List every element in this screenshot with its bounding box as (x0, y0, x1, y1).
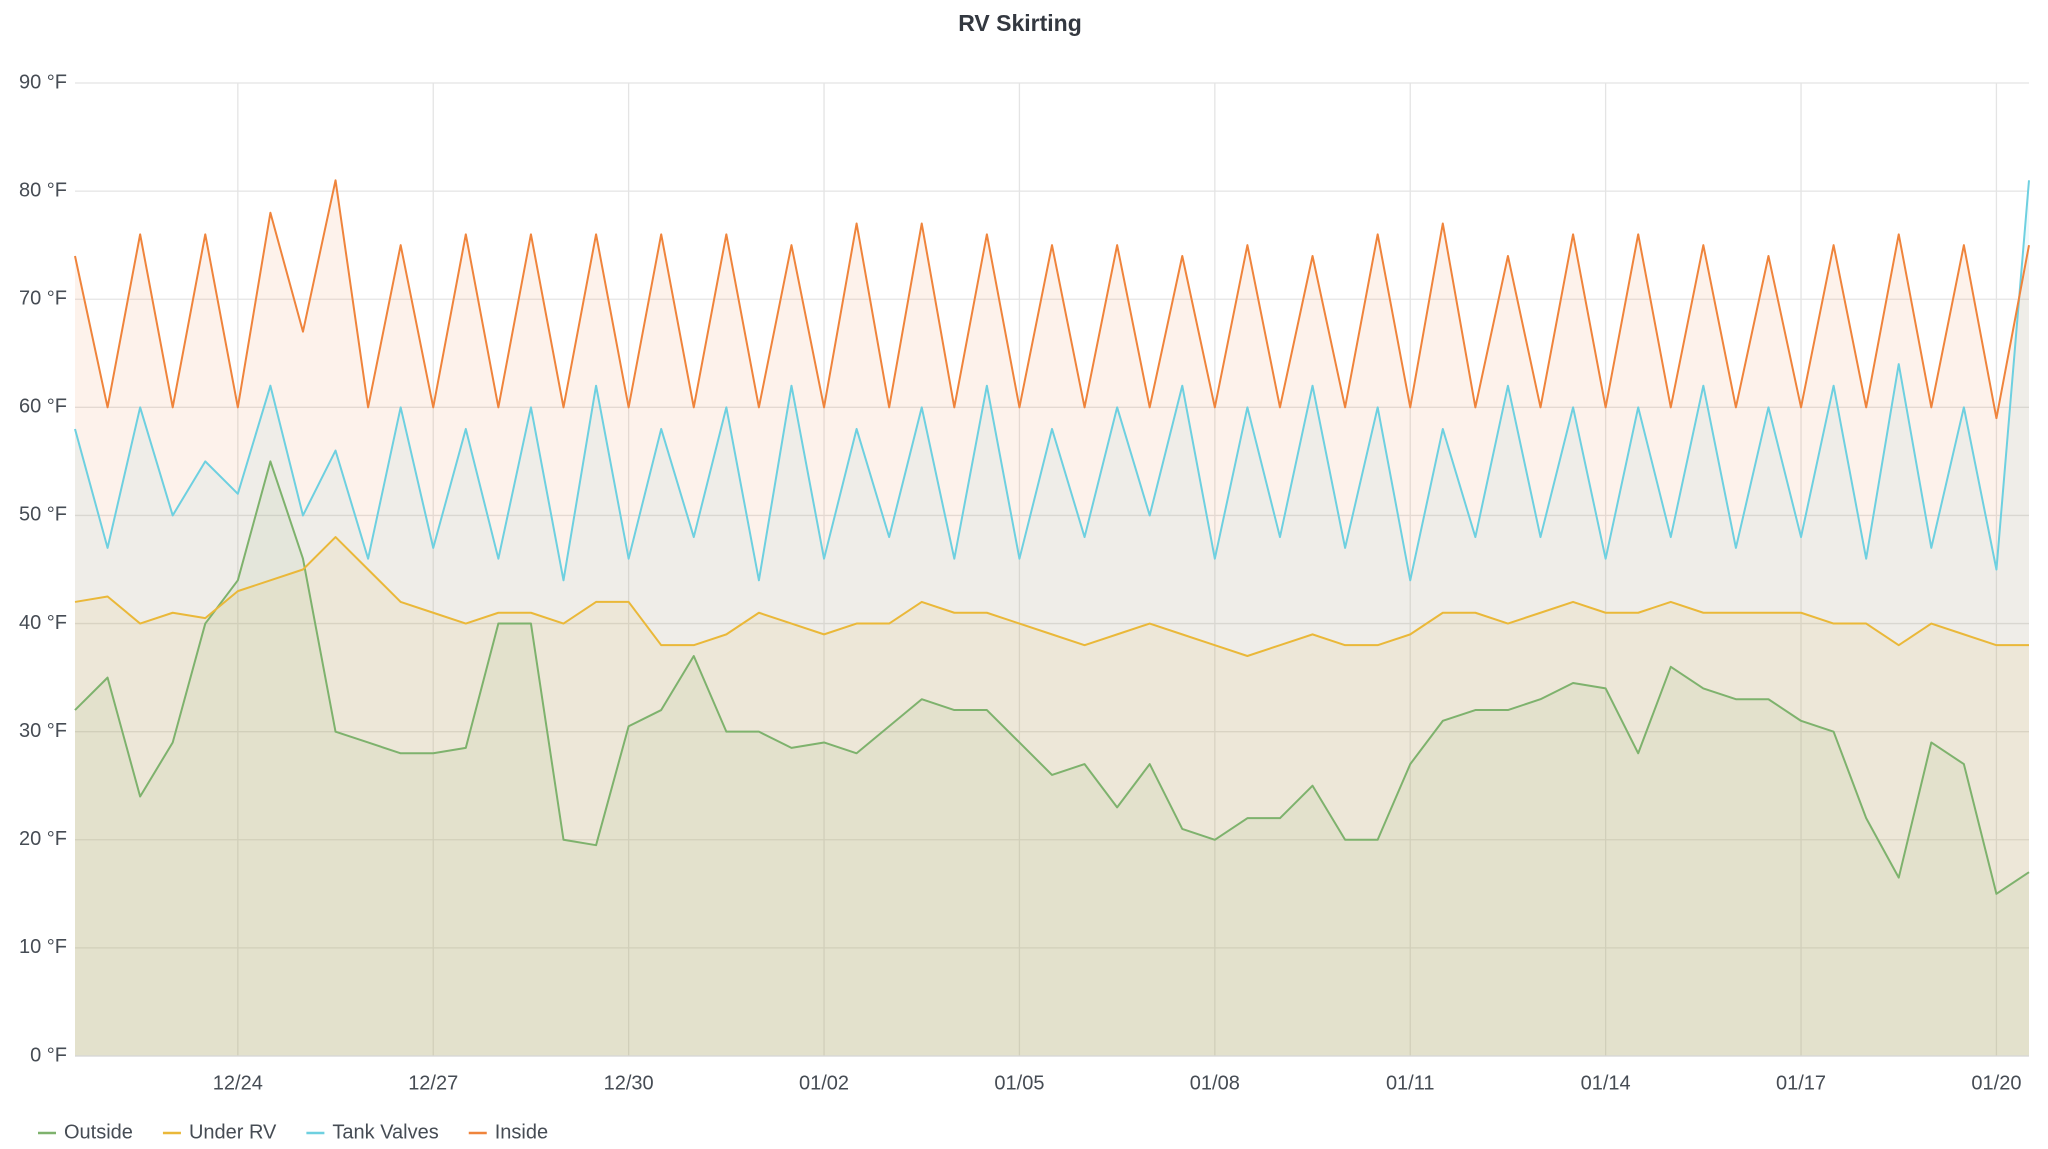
area (75, 461, 2029, 1056)
area (75, 537, 2029, 1056)
y-tick-label: 80 °F (19, 179, 67, 201)
x-tick-label: 01/08 (1190, 1072, 1240, 1094)
x-tick-label: 01/17 (1776, 1072, 1826, 1094)
legend-item: Tank Valves (306, 1121, 439, 1143)
legend-item: Under RV (162, 1121, 277, 1143)
legend-item: Inside (468, 1121, 548, 1143)
legend-label: Tank Valves (332, 1121, 438, 1143)
line (74, 180, 2030, 582)
y-tick-label: 90 °F (19, 71, 67, 93)
line (74, 179, 2030, 420)
area (75, 180, 2029, 1057)
line (74, 536, 2029, 657)
y-tick-label: 10 °F (19, 936, 67, 958)
x-tick-label: 01/14 (1581, 1072, 1631, 1094)
x-tick-label: 12/30 (604, 1072, 654, 1094)
x-tick-label: 01/11 (1386, 1072, 1435, 1094)
y-tick-label: 40 °F (19, 612, 67, 634)
chart-title: RV Skirting (958, 10, 1082, 36)
x-tick-label: 01/05 (994, 1072, 1044, 1094)
grid (75, 82, 2029, 1057)
y-tick-label: 0 °F (30, 1044, 67, 1066)
x-tick-label: 12/24 (213, 1072, 263, 1094)
y-tick-label: 20 °F (19, 828, 67, 850)
x-tick-label: 01/20 (1971, 1072, 2021, 1094)
legend-label: Outside (64, 1121, 133, 1143)
y-tick-label: 70 °F (19, 288, 67, 310)
x-tick-label: 12/27 (408, 1072, 458, 1094)
y-tick-label: 50 °F (19, 504, 67, 526)
line (74, 460, 2030, 895)
legend-label: Under RV (189, 1121, 277, 1143)
y-tick-label: 30 °F (19, 720, 67, 742)
legend-label: Inside (495, 1121, 548, 1143)
x-tick-label: 01/02 (799, 1072, 849, 1094)
legend-item: Outside (38, 1121, 133, 1143)
y-tick-label: 60 °F (19, 396, 67, 418)
